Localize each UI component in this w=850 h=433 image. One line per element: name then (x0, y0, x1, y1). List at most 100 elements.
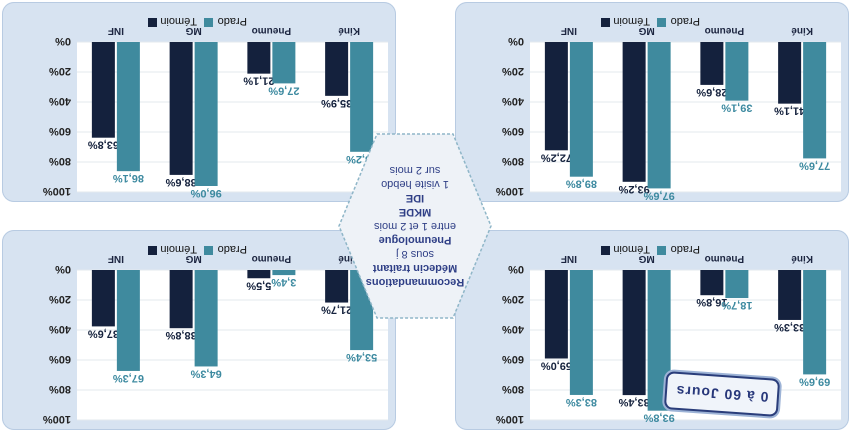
bar-temoin (700, 42, 724, 85)
data-label: 37,6% (88, 327, 119, 339)
category-label: Pneumo (252, 253, 291, 264)
data-label: 5,5% (246, 279, 271, 291)
hexagon-shape (338, 133, 492, 319)
category-label: MG (185, 25, 201, 36)
legend-swatch-temoin (148, 18, 157, 27)
bar-temoin (622, 270, 646, 396)
bar-prado (272, 270, 296, 276)
category-label: Kiné (791, 25, 813, 36)
legend-swatch-prado (657, 18, 666, 27)
data-label: 21,1% (243, 75, 274, 87)
category-label: Pneumo (705, 253, 744, 264)
y-tick-label: 40% (502, 95, 524, 107)
recommendations-title: Recommandations (365, 276, 465, 288)
legend-label-temoin: Témoin (160, 15, 197, 27)
y-tick-label: 20% (502, 65, 524, 77)
bar-prado (803, 42, 827, 159)
y-tick-label: 100% (43, 185, 71, 197)
recommendations-text: Recommandations Médecin traitant sous 8 … (335, 128, 495, 324)
rec-pneumo: Pneumologue (378, 234, 452, 246)
data-label: 63,8% (88, 139, 119, 151)
data-label: 3,4% (271, 276, 296, 288)
legend-label-prado: Prado (218, 15, 247, 27)
data-label: 93,8% (643, 412, 674, 424)
y-tick-label: 60% (502, 353, 524, 365)
bar-temoin (778, 42, 802, 104)
bar-temoin (325, 270, 349, 303)
bar-prado (194, 270, 218, 367)
bar-prado (725, 270, 749, 299)
chart-panel-bottom-right: 100% 80% 60% 40% 20% 0% 59,0% 83,3% INF 83,4% 93,8… (455, 230, 849, 430)
category-label: Pneumo (705, 25, 744, 36)
data-label: 33,3% (774, 321, 805, 333)
category-label: MG (638, 253, 654, 264)
bar-temoin (622, 42, 646, 182)
data-label: 77,6% (799, 159, 830, 171)
data-label: 53,4% (346, 351, 377, 363)
data-label: 38,8% (165, 329, 196, 341)
data-label: 21,7% (321, 304, 352, 316)
data-label: 97,6% (643, 189, 674, 201)
bar-chart: 100% 80% 60% 40% 20% 0% 59,0% 83,3% INF 83,4% 93,8… (496, 243, 841, 425)
data-label: 88,6% (165, 176, 196, 188)
data-label: 59,0% (541, 360, 572, 372)
bar-prado (647, 270, 671, 411)
bar-chart: 100% 80% 60% 40% 20% 0% 72,2% 89,8% INF 93,2%97,6… (496, 15, 841, 201)
legend-swatch-prado (657, 246, 666, 255)
data-label: 27,6% (268, 84, 299, 96)
data-label: 69,6% (799, 375, 830, 387)
data-label: 96,0% (190, 187, 221, 199)
data-label: 28,6% (696, 86, 727, 98)
category-label: INF (561, 25, 577, 36)
category-label: INF (108, 25, 124, 36)
bar-chart: 100% 80% 60% 40% 20% 0% 37,6% 67,3% INF 38,8% 64,3… (43, 243, 388, 425)
data-label: 86,1% (113, 172, 144, 184)
rec-mg: Médecin traitant (372, 262, 458, 274)
bar-prado (725, 42, 749, 101)
y-tick-label: 60% (49, 125, 71, 137)
y-tick-label: 20% (49, 293, 71, 305)
chart-panel-bottom-left: 100% 80% 60% 40% 20% 0% 37,6% 67,3% INF 38,8% 64,3… (2, 230, 396, 430)
bar-temoin (325, 42, 349, 96)
y-tick-label: 0% (508, 263, 524, 275)
legend-label-temoin: Témoin (613, 15, 650, 27)
data-label: 39,1% (721, 102, 752, 114)
legend-label-prado: Prado (218, 243, 247, 255)
data-label: 64,3% (190, 367, 221, 379)
category-label: Kiné (338, 253, 360, 264)
rec-ide-frequency: 1 visite hebdo (381, 178, 449, 190)
period-stamp: 0 à 60 Jours (663, 371, 781, 417)
y-tick-label: 20% (49, 65, 71, 77)
bar-temoin (778, 270, 802, 320)
bar-temoin (169, 42, 193, 175)
bar-temoin (169, 270, 193, 329)
legend-label-prado: Prado (671, 243, 700, 255)
bar-prado (350, 42, 374, 152)
y-tick-label: 100% (496, 185, 524, 197)
category-label: Pneumo (252, 25, 291, 36)
bar-chart: 100% 80% 60% 40% 20% 0% 63,8% 86,1% INF 88,6%96,0… (43, 15, 388, 199)
bar-prado (569, 42, 593, 177)
legend-label-temoin: Témoin (160, 243, 197, 255)
y-tick-label: 20% (502, 293, 524, 305)
y-tick-label: 100% (43, 413, 71, 425)
rec-mkde: MKDE (398, 206, 432, 218)
data-label: 93,2% (618, 183, 649, 195)
y-tick-label: 0% (55, 35, 71, 47)
y-tick-label: 0% (508, 35, 524, 47)
data-label: 89,8% (566, 178, 597, 190)
legend-label-prado: Prado (671, 15, 700, 27)
category-label: MG (638, 25, 654, 36)
category-label: Kiné (791, 253, 813, 264)
rec-ide-duration: sur 2 mois (389, 164, 441, 176)
y-tick-label: 80% (502, 383, 524, 395)
bar-temoin (247, 270, 271, 279)
data-label: 67,3% (113, 372, 144, 384)
y-tick-label: 40% (49, 95, 71, 107)
bar-temoin (700, 270, 724, 296)
data-label: 18,7% (721, 299, 752, 311)
y-tick-label: 60% (49, 353, 71, 365)
bar-prado (272, 42, 296, 84)
y-tick-label: 40% (49, 323, 71, 335)
data-label: 83,4% (618, 396, 649, 408)
